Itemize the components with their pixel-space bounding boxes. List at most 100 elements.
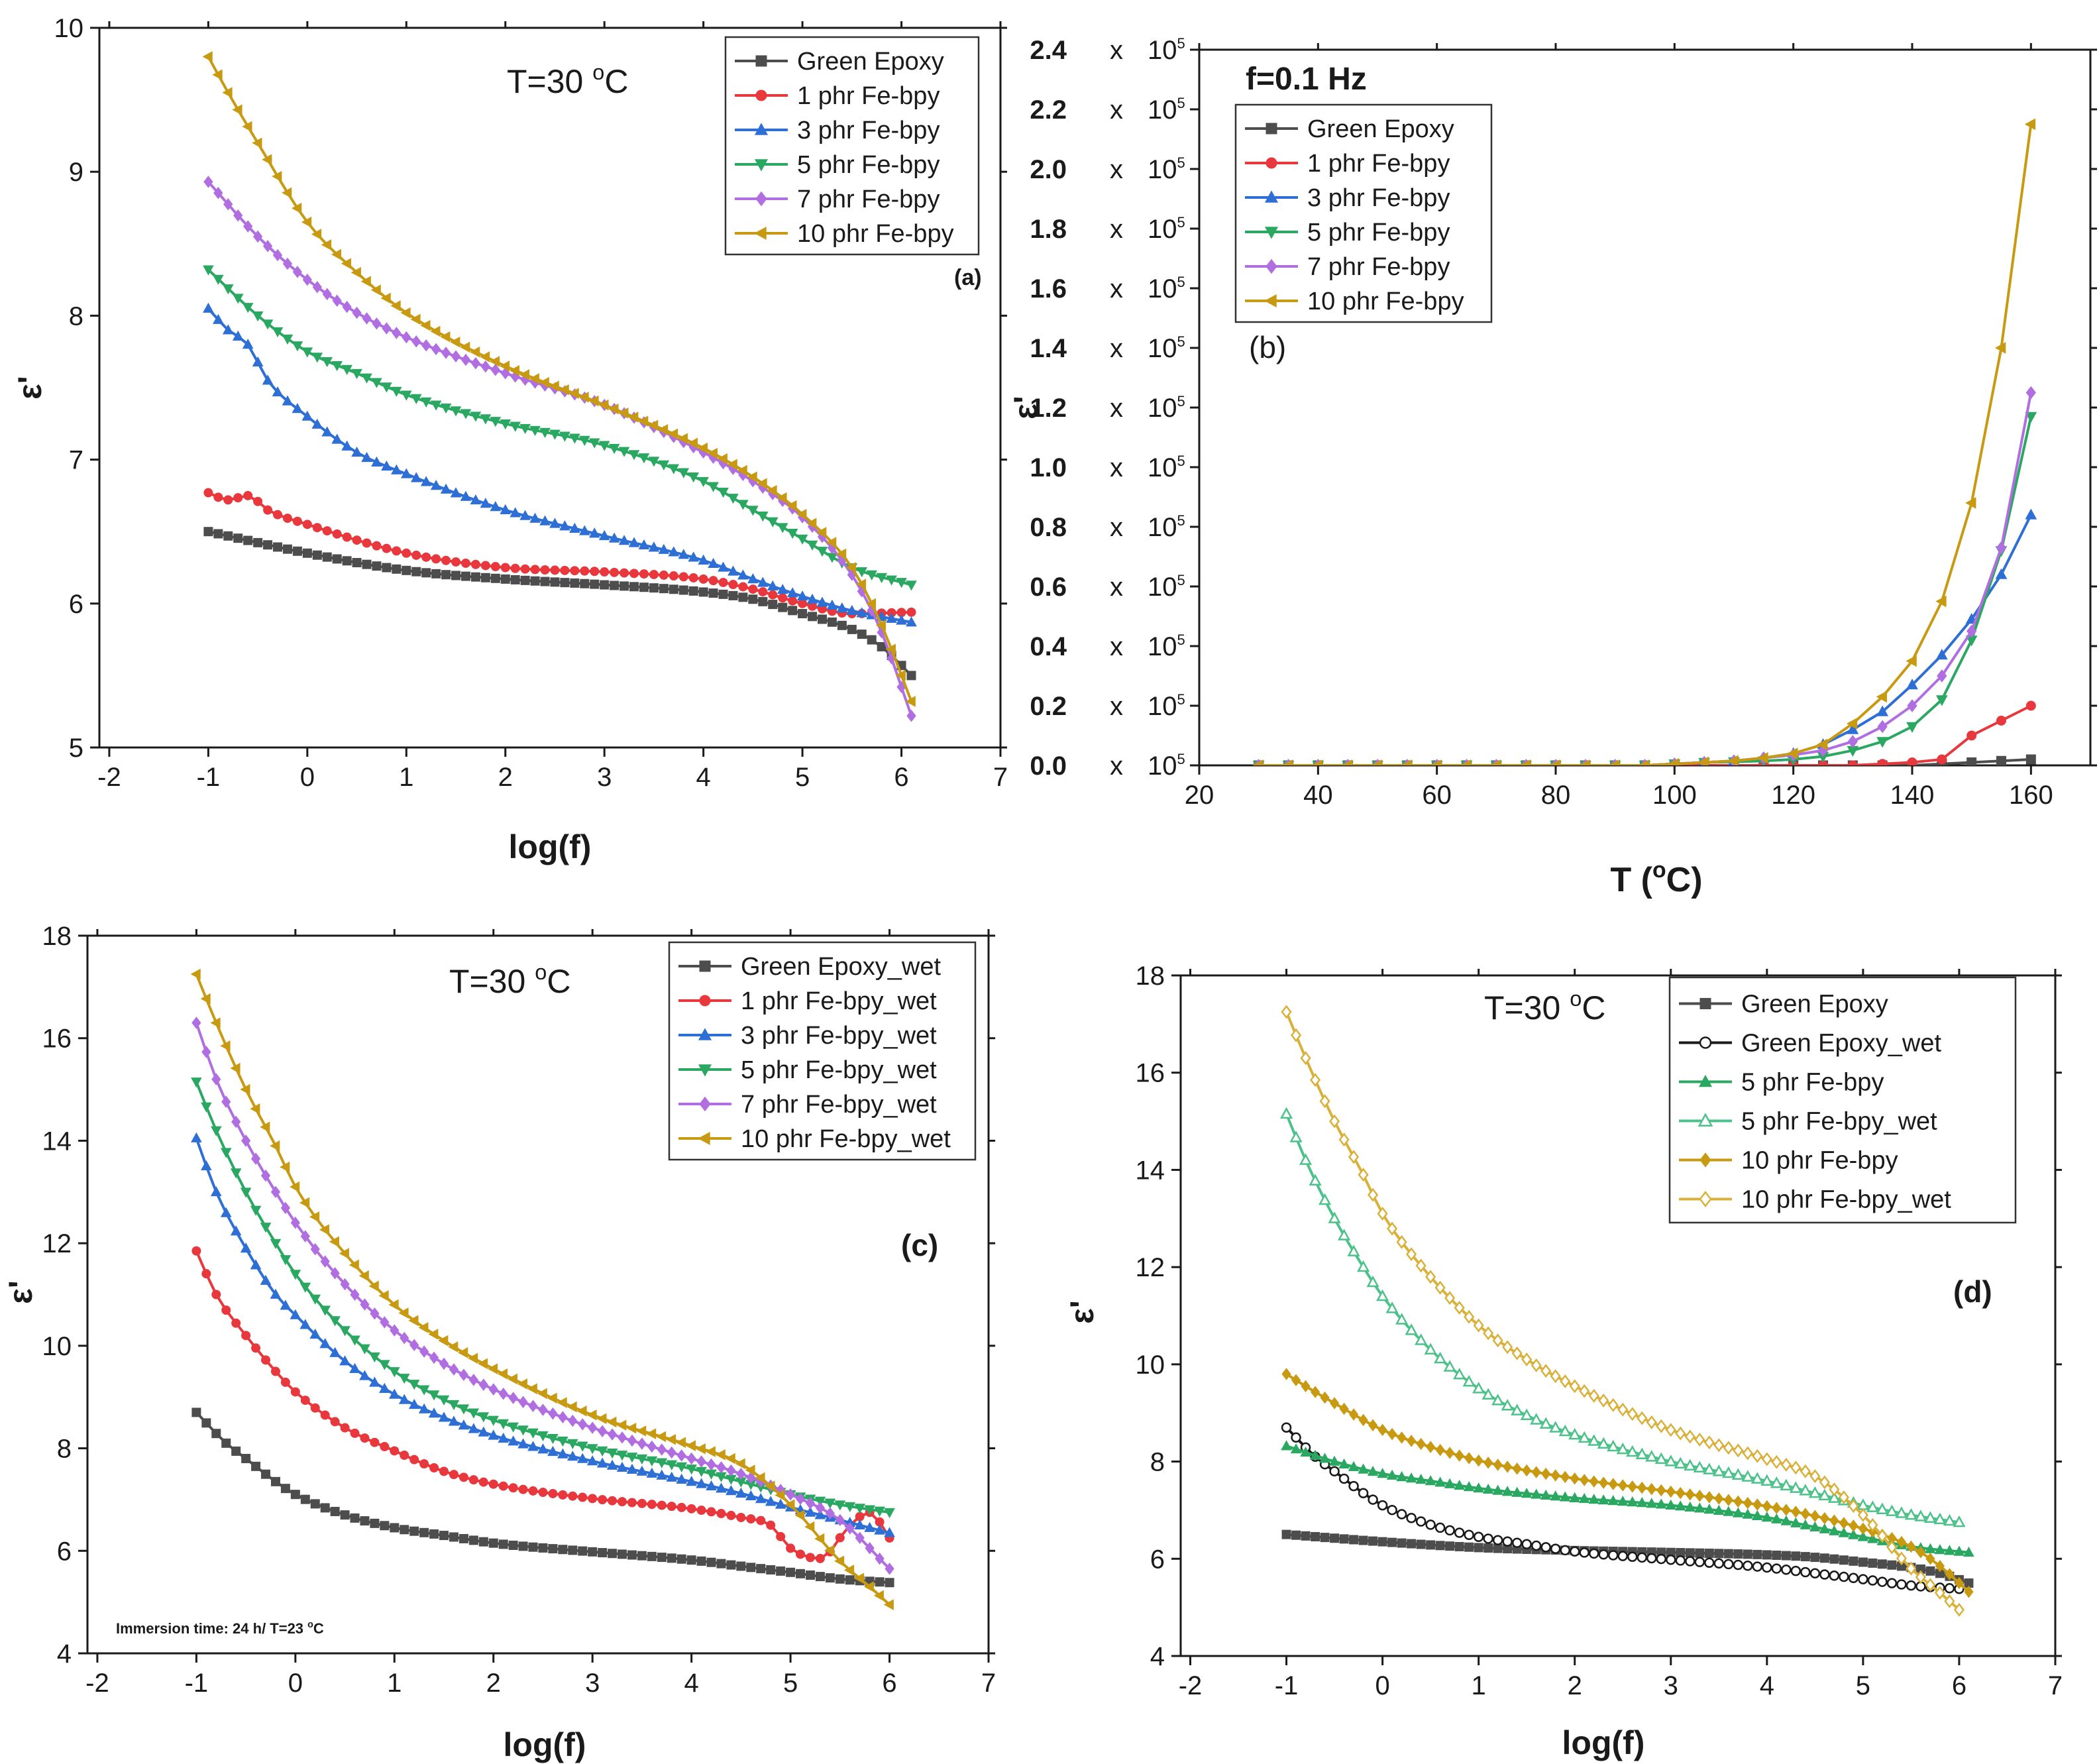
- data-point: [758, 596, 768, 606]
- data-point: [400, 1525, 409, 1535]
- data-point: [1935, 649, 1948, 660]
- data-point: [1713, 1558, 1725, 1569]
- y-tick-label: 0.2: [1030, 692, 1067, 721]
- data-point: [250, 1259, 262, 1270]
- data-point: [518, 1396, 528, 1409]
- data-point: [794, 1510, 805, 1521]
- data-point: [666, 1471, 678, 1482]
- y-tick-label: 10: [1136, 1351, 1165, 1380]
- x-tick-label: 160: [2009, 781, 2053, 810]
- data-point: [1319, 1453, 1330, 1463]
- data-point: [588, 527, 600, 538]
- y-tick-times: x: [1110, 692, 1123, 721]
- data-point: [1654, 1452, 1668, 1464]
- data-point: [221, 1305, 231, 1315]
- data-point: [1531, 1358, 1542, 1372]
- data-point: [1540, 1542, 1551, 1553]
- legend-swatch-marker: [698, 1064, 712, 1077]
- data-point: [756, 1516, 766, 1525]
- x-tick-label: -1: [1275, 1671, 1299, 1700]
- data-point: [606, 1449, 618, 1459]
- data-point: [816, 596, 828, 607]
- data-point: [2024, 118, 2036, 131]
- data-point: [548, 1488, 558, 1498]
- data-point: [678, 585, 688, 595]
- data-point: [272, 170, 282, 182]
- data-point: [1482, 1483, 1494, 1494]
- x-tick-label: 1: [399, 763, 413, 792]
- data-point: [352, 306, 362, 319]
- data-point: [1377, 1537, 1387, 1547]
- data-point: [372, 317, 382, 330]
- data-point: [1347, 1244, 1360, 1256]
- data-point: [835, 1514, 845, 1527]
- data-point: [784, 1499, 795, 1510]
- data-point: [656, 1469, 668, 1480]
- data-point: [201, 1160, 212, 1171]
- x-axis-title: log(f): [1562, 1724, 1645, 1761]
- y-tick-times: x: [1110, 394, 1123, 423]
- data-point: [558, 1490, 568, 1500]
- data-point: [1329, 1466, 1340, 1476]
- data-point: [686, 1504, 696, 1514]
- data-point: [408, 1398, 420, 1409]
- y-tick-label: 14: [1136, 1156, 1165, 1185]
- data-point: [1877, 720, 1888, 734]
- data-point: [340, 1510, 350, 1520]
- data-point: [510, 507, 521, 518]
- data-point: [1291, 1530, 1301, 1540]
- data-point: [845, 1575, 855, 1585]
- data-point: [698, 587, 708, 597]
- data-point: [884, 1508, 895, 1519]
- data-point: [438, 1395, 450, 1406]
- data-point: [768, 600, 778, 610]
- y-tick-times: x: [1110, 36, 1123, 65]
- x-tick-label: 60: [1422, 781, 1452, 810]
- data-point: [210, 1017, 221, 1028]
- x-tick-label: 5: [795, 763, 810, 792]
- data-point: [1607, 1398, 1619, 1412]
- data-point: [191, 1132, 202, 1142]
- data-point: [616, 1451, 628, 1461]
- data-point: [884, 1527, 895, 1537]
- data-point: [607, 1428, 618, 1441]
- data-point: [339, 1248, 349, 1259]
- data-point: [410, 394, 422, 404]
- x-axis-title-tail: C): [1666, 861, 1703, 899]
- data-point: [667, 1446, 676, 1459]
- data-point: [539, 515, 551, 525]
- legend-label: 1 phr Fe-bpy_wet: [741, 987, 937, 1015]
- data-point: [610, 567, 619, 577]
- data-point: [578, 525, 590, 535]
- data-point: [1472, 1382, 1485, 1394]
- data-point: [419, 1459, 429, 1469]
- legend-label: 10 phr Fe-bpy: [797, 220, 954, 248]
- data-point: [310, 1242, 320, 1256]
- data-point: [441, 347, 451, 359]
- data-point: [1752, 1549, 1762, 1559]
- data-point: [1501, 1486, 1513, 1496]
- data-point: [1519, 759, 1531, 765]
- data-point: [1757, 751, 1768, 764]
- data-point: [678, 468, 690, 478]
- data-point: [351, 368, 362, 380]
- data-point: [639, 582, 649, 592]
- data-point: [1808, 1486, 1821, 1498]
- data-point: [1358, 1413, 1368, 1427]
- data-point: [896, 614, 907, 625]
- data-point: [598, 441, 610, 451]
- data-point: [331, 248, 342, 260]
- data-point: [804, 1521, 815, 1533]
- data-point: [211, 1290, 221, 1299]
- data-point: [1371, 759, 1382, 765]
- data-point: [487, 1363, 498, 1374]
- data-point: [676, 1462, 688, 1472]
- y-tick-label: 9: [69, 158, 83, 187]
- data-point: [696, 1506, 706, 1516]
- data-point: [1530, 1413, 1543, 1425]
- data-point: [221, 1095, 231, 1108]
- data-point: [470, 357, 481, 370]
- y-tick-times: x: [1110, 155, 1123, 184]
- data-point: [648, 419, 659, 431]
